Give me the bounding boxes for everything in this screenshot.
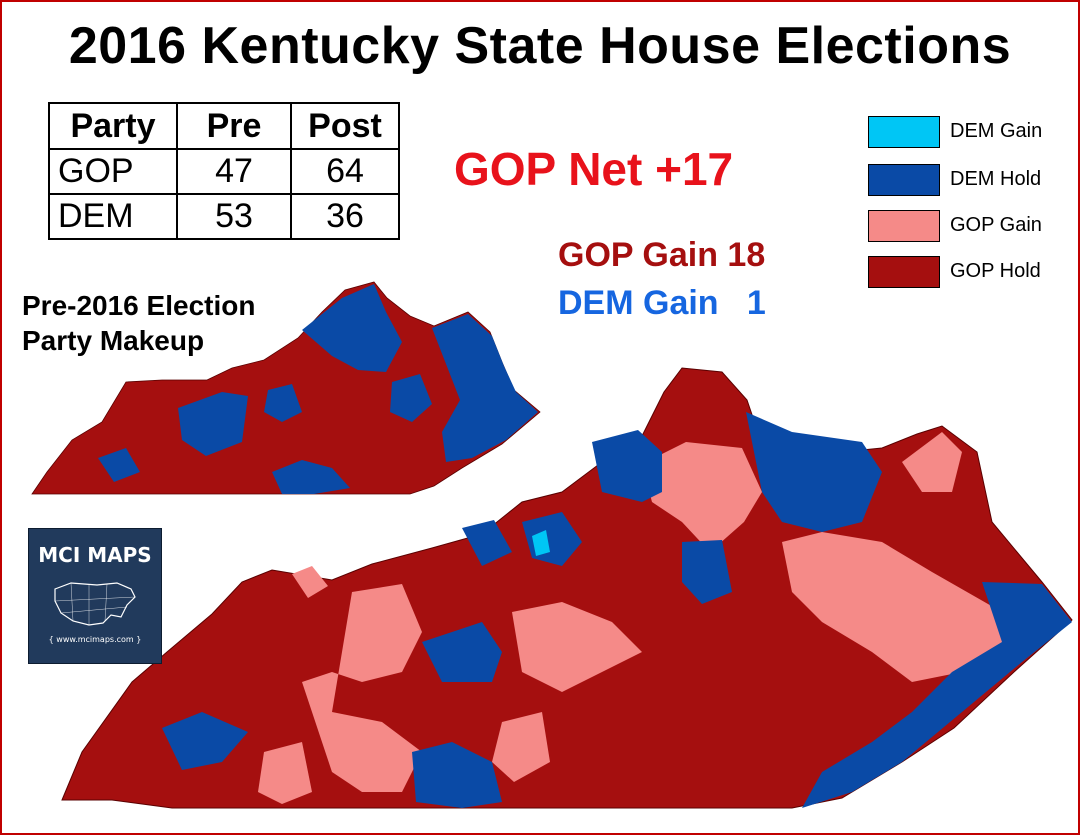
district-dem-gain [532,530,550,556]
column-header-pre: Pre [176,102,292,150]
legend-label: GOP Gain [950,214,1042,236]
dem-gain-label: DEM Gain 1 [558,284,766,322]
table-row-gop: GOP 47 64 [48,148,400,195]
district-dem-hold [162,712,248,770]
pre-map-caption: Pre-2016 Election Party Makeup [22,288,255,358]
legend-label: DEM Hold [950,168,1042,190]
legend-item-gop-gain: GOP Gain [868,210,1080,242]
district-dem-hold [746,412,882,532]
pre-map-district-dem [272,460,350,494]
district-dem-hold [462,520,512,566]
district-gop-gain [258,742,312,804]
page-title: 2016 Kentucky State House Elections [68,17,1012,75]
pre-map-district-dem [98,448,140,482]
pre-seats-cell: 53 [176,193,292,240]
party-cell: GOP [48,148,178,195]
legend-swatch [868,116,940,148]
post-seats-cell: 64 [290,148,400,195]
party-cell: DEM [48,193,178,240]
legend-label: DEM Gain [950,120,1043,142]
pre-map-caption-line-2: Party Makeup [22,325,205,356]
district-gop-gain [492,712,550,782]
table-row-dem: DEM 53 36 [48,193,400,240]
gop-gain-label: GOP Gain 18 [558,236,766,274]
legend-item-gop-hold: GOP Hold [868,256,1080,288]
district-dem-hold [682,540,732,604]
legend-swatch [868,210,940,242]
pre-2016-district-map [31,281,541,495]
district-gop-gain [302,584,422,792]
seat-change-table: Party Pre Post GOP 47 64 DEM 53 36 [48,102,400,240]
district-dem-hold [592,430,662,502]
logo-url: { www.mcimaps.com } [48,635,142,644]
legend-item-dem-hold: DEM Hold [868,164,1080,196]
district-dem-hold [422,622,502,682]
pre-map-district-dem [178,392,248,456]
pre-map-district-dem [432,314,538,462]
pre-map-district-dem [264,384,302,422]
legend-swatch [868,256,940,288]
district-gop-gain [292,566,328,598]
district-gop-gain [782,532,1006,682]
district-dem-hold [802,582,1072,808]
usa-outline-icon [54,582,136,626]
pre-map-district-dem [302,284,402,372]
post-2016-district-map [61,367,1073,809]
pre-seats-cell: 47 [176,148,292,195]
district-gop-gain [512,602,642,692]
legend-swatch [868,164,940,196]
table-header-row: Party Pre Post [48,102,400,150]
district-gop-gain [642,442,762,552]
column-header-party: Party [48,102,178,150]
legend-item-dem-gain: DEM Gain [868,116,1080,148]
pre-map-caption-line-1: Pre-2016 Election [22,290,256,321]
post-seats-cell: 36 [290,193,400,240]
mci-maps-logo: MCI MAPS { www.mcimaps.com } [28,528,162,664]
net-change-label: GOP Net +17 [454,143,734,195]
column-header-post: Post [290,102,400,150]
pre-map-district-dem [390,374,432,422]
district-dem-hold [412,742,502,808]
logo-title: MCI MAPS [38,543,152,567]
legend-label: GOP Hold [950,260,1041,282]
district-gop-gain [902,432,962,492]
